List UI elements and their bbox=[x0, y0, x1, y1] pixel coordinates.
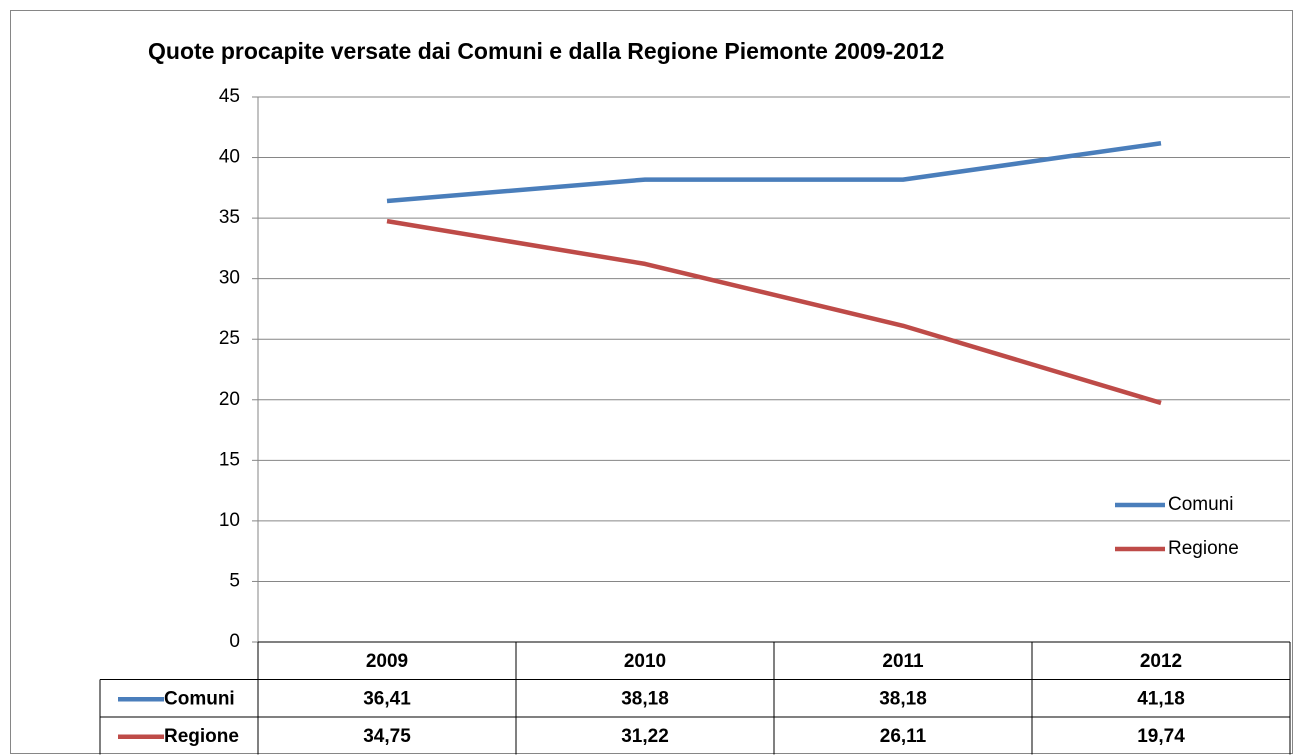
series-line bbox=[386, 141, 1162, 204]
y-tick-label: 25 bbox=[219, 328, 240, 349]
chart-title: Quote procapite versate dai Comuni e dal… bbox=[148, 38, 944, 64]
y-tick-label: 40 bbox=[219, 147, 240, 168]
y-tick-label: 20 bbox=[219, 389, 240, 410]
table-value: 31,22 bbox=[621, 726, 669, 747]
series-line bbox=[386, 218, 1162, 406]
x-tick-label: 2009 bbox=[366, 651, 408, 672]
legend-label: Regione bbox=[1168, 538, 1239, 559]
y-tick-label: 35 bbox=[219, 207, 240, 228]
x-tick-label: 2012 bbox=[1140, 651, 1182, 672]
legend-label: Comuni bbox=[1168, 494, 1233, 515]
table-value: 36,41 bbox=[363, 688, 411, 709]
y-tick-label: 15 bbox=[219, 449, 240, 470]
table-row-label: Comuni bbox=[164, 688, 235, 709]
table-value: 19,74 bbox=[1137, 726, 1185, 747]
y-tick-label: 0 bbox=[229, 631, 240, 652]
y-tick-label: 5 bbox=[229, 570, 240, 591]
table-value: 41,18 bbox=[1137, 688, 1185, 709]
x-tick-label: 2010 bbox=[624, 651, 666, 672]
table-value: 34,75 bbox=[363, 726, 411, 747]
table-value: 38,18 bbox=[621, 688, 669, 709]
x-tick-label: 2011 bbox=[882, 651, 924, 672]
chart-border bbox=[10, 10, 1293, 754]
table-value: 38,18 bbox=[879, 688, 927, 709]
y-tick-label: 10 bbox=[219, 510, 240, 531]
table-row-label: Regione bbox=[164, 726, 239, 747]
y-tick-label: 45 bbox=[219, 86, 240, 107]
table-value: 26,11 bbox=[880, 726, 927, 747]
y-tick-label: 30 bbox=[219, 268, 240, 289]
